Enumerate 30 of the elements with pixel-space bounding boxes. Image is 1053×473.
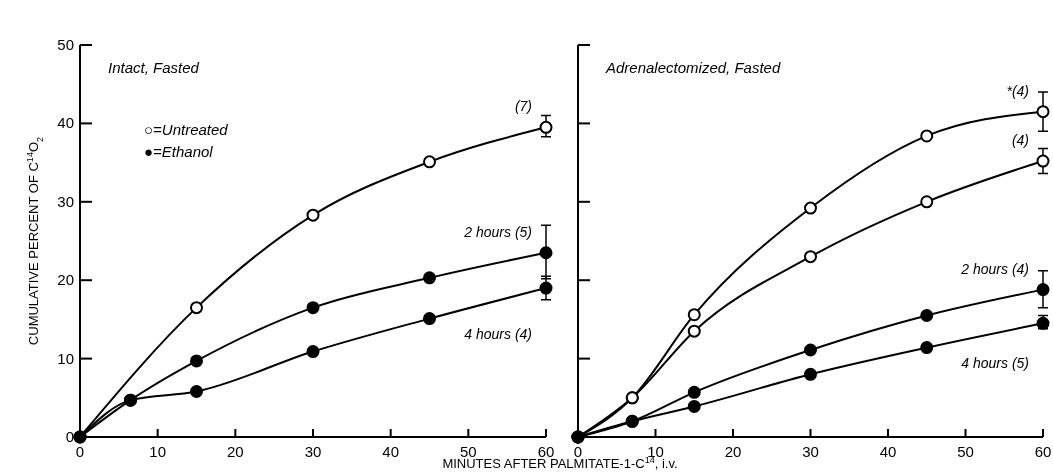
series-label: (7) (514, 98, 532, 115)
series-label: 4 hours (4) (464, 325, 532, 342)
x-tick-label: 0 (573, 443, 583, 460)
x-tick-label: 40 (879, 443, 897, 460)
y-tick-label: 40 (57, 114, 74, 132)
x-tick-label: 60 (1034, 443, 1052, 460)
series-label: 4 hours (5) (961, 354, 1029, 371)
y-tick-label: 20 (57, 271, 74, 289)
y-tick-label: 30 (57, 192, 74, 210)
series-label: 2 hours (4) (960, 260, 1029, 277)
x-tick-label: 50 (459, 443, 477, 460)
y-tick-label: 0 (65, 428, 74, 445)
y-tick-label: 10 (57, 349, 74, 367)
annotation: ○=Untreated (144, 121, 229, 138)
x-tick-label: 20 (724, 443, 742, 460)
x-tick-label: 0 (75, 443, 85, 460)
text: Intact, Fasted (108, 59, 200, 76)
x-tick-label: 30 (304, 443, 322, 460)
x-tick-label: 20 (226, 443, 244, 460)
x-tick-label: 40 (382, 443, 400, 460)
series-label: (4) (1011, 132, 1029, 149)
annotation: ●=Ethanol (144, 143, 214, 160)
x-tick-label: 50 (957, 443, 974, 460)
y-tick-label: 50 (57, 36, 74, 53)
text: Adrenalectomized, Fasted (605, 59, 781, 76)
series-label: *(4) (1006, 82, 1029, 99)
x-tick-label: 10 (149, 443, 167, 460)
series-label: 2 hours (5) (463, 223, 532, 240)
x-tick-label: 60 (537, 443, 555, 460)
x-tick-label: 30 (802, 443, 819, 460)
